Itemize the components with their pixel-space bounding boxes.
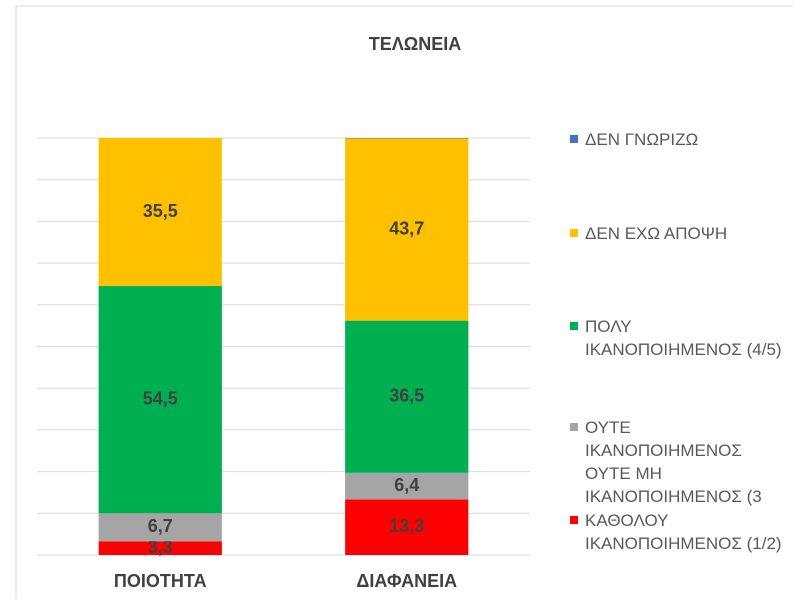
legend-item: ΠΟΛΥ ΙΚΑΝΟΠΟΙΗΜΕΝΟΣ (4/5): [570, 315, 785, 361]
legend-swatch: [570, 229, 578, 237]
bar-segment: [98, 138, 222, 287]
x-tick-label: ΠΟΙΟΤΗΤΑ: [114, 571, 207, 591]
bar-segment: [98, 541, 222, 555]
x-tick-label: ΔΙΑΦΑΝΕΙΑ: [356, 571, 457, 591]
legend-label: ΚΑΘΟΛΟΥ ΙΚΑΝΟΠΟΙΗΜΕΝΟΣ (1/2): [585, 511, 782, 553]
legend-label: ΠΟΛΥ ΙΚΑΝΟΠΟΙΗΜΕΝΟΣ (4/5): [585, 317, 782, 359]
data-label: 35,5: [143, 201, 178, 221]
data-label: 43,7: [389, 218, 424, 238]
legend-item: ΟΥΤΕ ΙΚΑΝΟΠΟΙΗΜΕΝΟΣ ΟΥΤΕ ΜΗ ΙΚΑΝΟΠΟΙΗΜΕΝ…: [570, 416, 785, 508]
legend-swatch: [570, 423, 578, 431]
data-label: 3,3: [148, 537, 173, 557]
legend-item: ΔΕΝ ΕΧΩ ΑΠΟΨΗ: [570, 222, 785, 245]
legend-swatch: [570, 322, 578, 330]
bar-segment: [345, 499, 469, 555]
chart-title: ΤΕΛΩΝΕΙΑ: [369, 34, 461, 54]
bar-segment: [345, 320, 469, 473]
data-label: 36,5: [389, 385, 424, 405]
legend-swatch: [570, 516, 578, 524]
bar-segment: [98, 513, 222, 542]
legend-item: ΚΑΘΟΛΟΥ ΙΚΑΝΟΠΟΙΗΜΕΝΟΣ (1/2): [570, 509, 785, 555]
legend-label: ΟΥΤΕ ΙΚΑΝΟΠΟΙΗΜΕΝΟΣ ΟΥΤΕ ΜΗ ΙΚΑΝΟΠΟΙΗΜΕΝ…: [585, 418, 762, 506]
data-label: 13,3: [389, 516, 424, 536]
data-label: 54,5: [143, 388, 178, 408]
legend-item: ΔΕΝ ΓΝΩΡΙΖΩ: [570, 128, 785, 151]
legend-label: ΔΕΝ ΓΝΩΡΙΖΩ: [585, 130, 699, 149]
data-label: 6,4: [394, 475, 419, 495]
bar-segment: [345, 472, 469, 500]
bar-segment: [345, 138, 469, 321]
bar-segment: [98, 286, 222, 514]
data-label: 6,7: [148, 516, 173, 536]
legend-swatch: [570, 135, 578, 143]
legend-label: ΔΕΝ ΕΧΩ ΑΠΟΨΗ: [585, 224, 728, 243]
chart-border: [15, 5, 793, 599]
